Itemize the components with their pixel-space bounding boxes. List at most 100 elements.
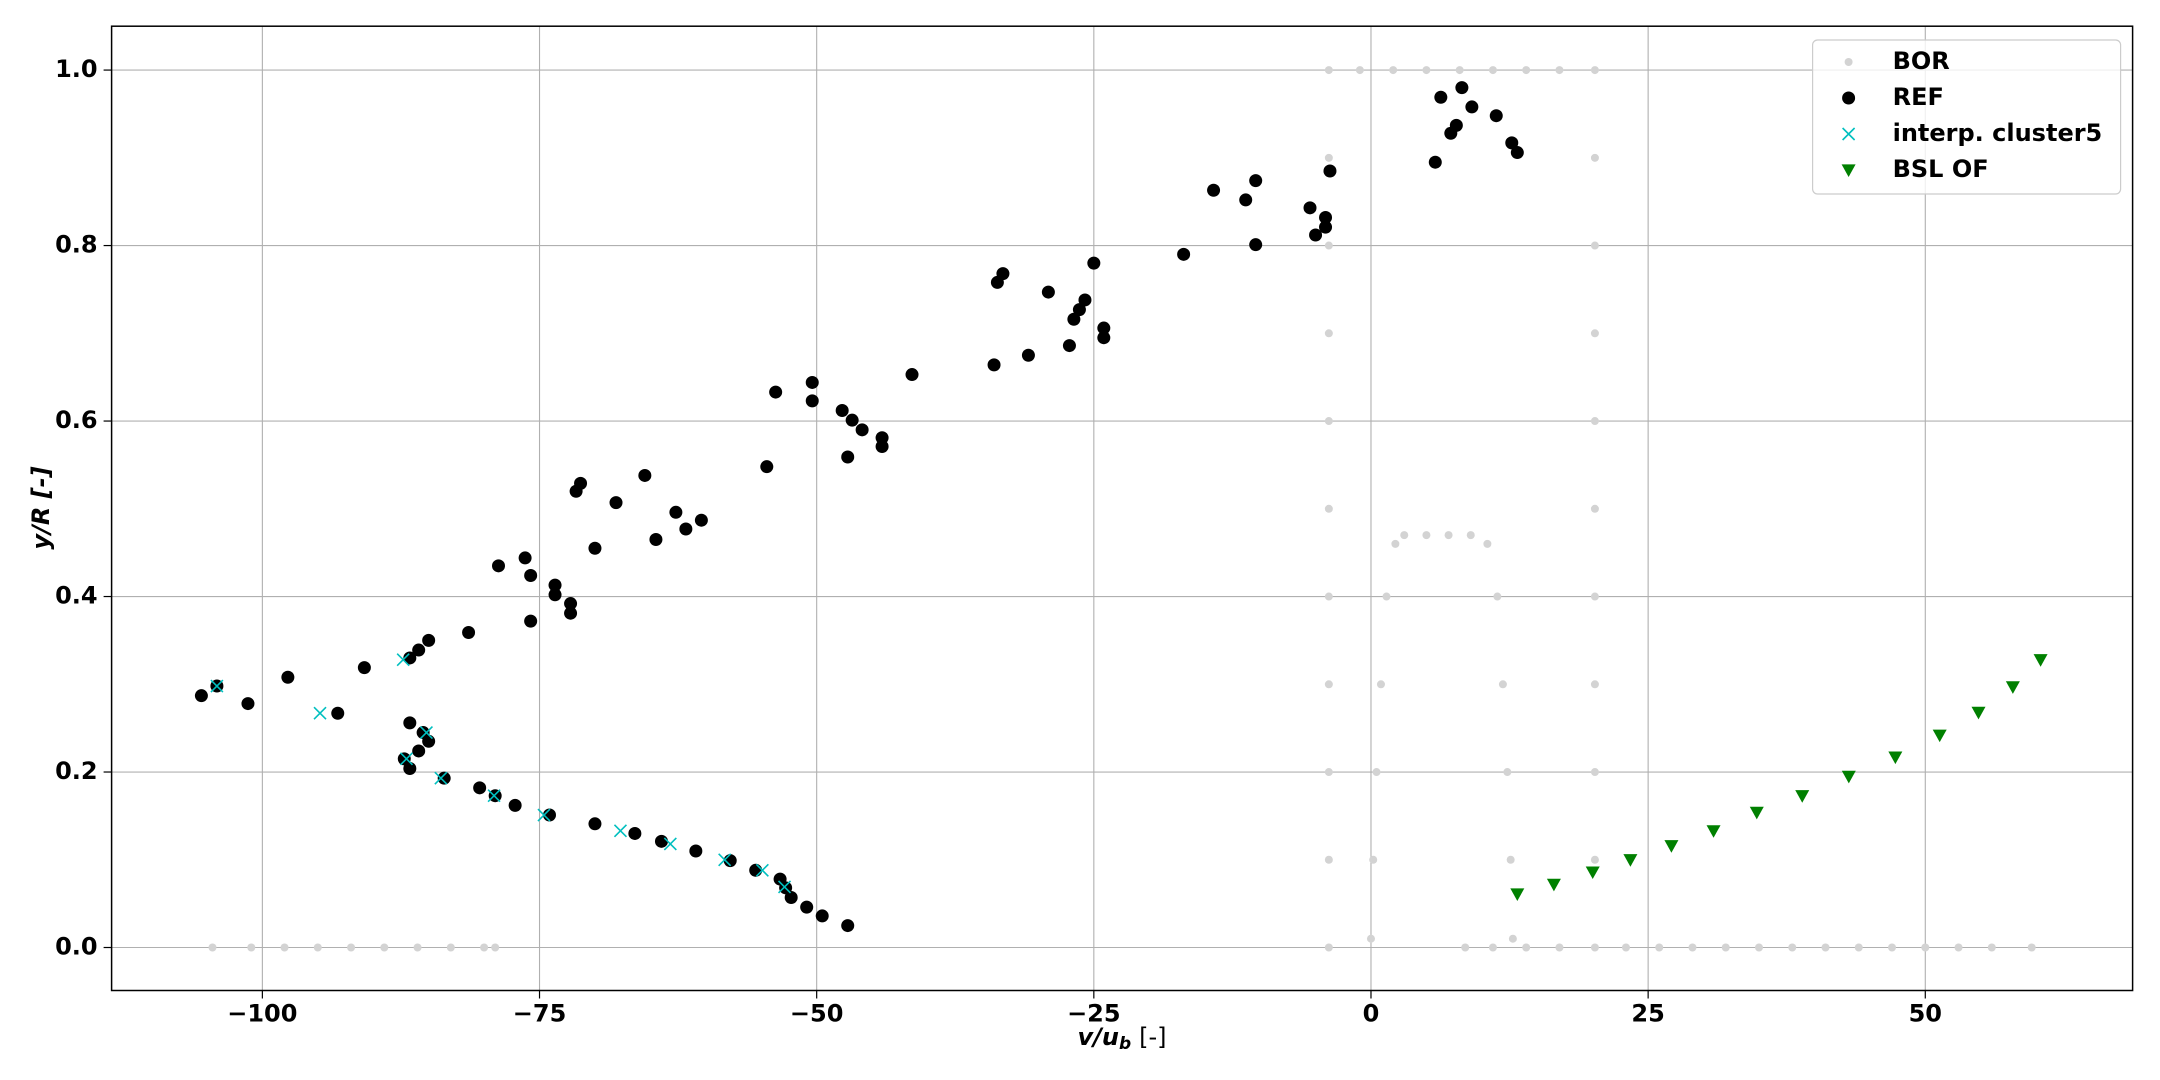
marker-circle (1498, 680, 1507, 689)
marker-circle (1324, 241, 1333, 250)
marker-circle (413, 943, 422, 952)
marker-circle (1324, 855, 1333, 864)
marker-triangle (1971, 706, 1986, 720)
marker-circle (1249, 174, 1263, 188)
marker-circle (1655, 943, 1664, 952)
marker-x (210, 679, 224, 693)
marker-circle (1987, 943, 1996, 952)
marker-circle (403, 651, 417, 665)
marker-circle (1455, 66, 1464, 75)
marker-circle (1324, 66, 1333, 75)
marker-circle (403, 716, 417, 730)
marker-circle (357, 661, 371, 675)
x-tick-label: −100 (227, 1000, 297, 1028)
marker-circle (548, 588, 562, 602)
marker-circle (1382, 592, 1391, 601)
marker-circle (987, 358, 1001, 372)
marker-circle (412, 643, 426, 657)
marker-x (537, 808, 551, 822)
marker-circle (1555, 943, 1564, 952)
marker-circle (1303, 201, 1317, 215)
marker-circle (1434, 90, 1448, 104)
marker-circle (462, 626, 476, 640)
marker-triangle (1841, 770, 1856, 784)
marker-circle (564, 606, 578, 620)
marker-circle (518, 551, 532, 565)
marker-circle (1821, 943, 1830, 952)
marker-triangle (1841, 164, 1856, 177)
marker-circle (841, 450, 855, 464)
x-tick-label: 25 (1631, 1000, 1664, 1028)
marker-circle (835, 404, 849, 418)
marker-x (755, 863, 769, 877)
marker-circle (280, 943, 289, 952)
marker-x (487, 789, 501, 803)
series (208, 66, 2036, 952)
marker-circle (208, 943, 217, 952)
x-tick-label: 50 (1909, 1000, 1942, 1028)
marker-circle (1508, 934, 1517, 943)
marker-circle (1207, 183, 1221, 197)
marker-circle (669, 505, 683, 519)
marker-circle (1522, 943, 1531, 952)
legend-label: REF (1893, 83, 1944, 111)
marker-circle (241, 697, 255, 711)
marker-circle (1489, 109, 1503, 123)
marker-circle (1239, 193, 1253, 207)
marker-triangle (1546, 878, 1561, 892)
marker-circle (422, 734, 436, 748)
marker-circle (473, 781, 487, 795)
marker-triangle (1585, 866, 1600, 880)
marker-circle (1488, 943, 1497, 952)
marker-circle (1455, 81, 1469, 95)
marker-circle (875, 439, 889, 453)
marker-circle (1506, 855, 1515, 864)
marker-circle (1067, 312, 1081, 326)
marker-circle (1503, 768, 1512, 777)
marker-circle (524, 568, 538, 582)
y-axis-label: y/R [-] (27, 466, 55, 549)
marker-circle (1590, 329, 1599, 338)
marker-triangle (2005, 681, 2020, 694)
marker-circle (1590, 592, 1599, 601)
marker-circle (1590, 768, 1599, 777)
marker-circle (564, 597, 578, 611)
marker-circle (1590, 417, 1599, 426)
marker-circle (1324, 943, 1333, 952)
marker-circle (996, 267, 1010, 281)
marker-circle (422, 633, 436, 647)
legend-label: interp. cluster5 (1893, 119, 2103, 147)
x-axis-label: v/ub [-] (1077, 1023, 1166, 1054)
legend-label: BSL OF (1893, 155, 1989, 183)
marker-circle (1721, 943, 1730, 952)
marker-circle (397, 752, 411, 766)
series (210, 653, 792, 894)
marker-circle (437, 771, 451, 785)
marker-circle (1400, 531, 1409, 540)
marker-circle (1087, 256, 1101, 270)
marker-circle (689, 844, 703, 858)
legend: BOR REF interp. cluster5 BSL OF (1811, 39, 2122, 195)
marker-circle (638, 468, 652, 482)
marker-circle (1324, 153, 1333, 162)
marker-x (419, 725, 434, 740)
marker-triangle (1888, 751, 1903, 765)
y-tick-label: 0.8 (55, 231, 98, 259)
marker-triangle (2033, 654, 2048, 667)
marker-circle (1842, 91, 1856, 105)
marker-circle (694, 513, 708, 527)
marker-circle (1590, 680, 1599, 689)
marker-circle (480, 943, 489, 952)
x-tick-label: −75 (513, 1000, 567, 1028)
marker-circle (1688, 943, 1697, 952)
marker-circle (313, 943, 322, 952)
marker-circle (492, 559, 506, 573)
marker-circle (1590, 241, 1599, 250)
marker-circle (749, 863, 763, 877)
marker-circle (1590, 66, 1599, 75)
x-tick-label: 0 (1363, 1000, 1380, 1028)
legend-box (1811, 39, 2122, 195)
marker-circle (784, 890, 798, 904)
